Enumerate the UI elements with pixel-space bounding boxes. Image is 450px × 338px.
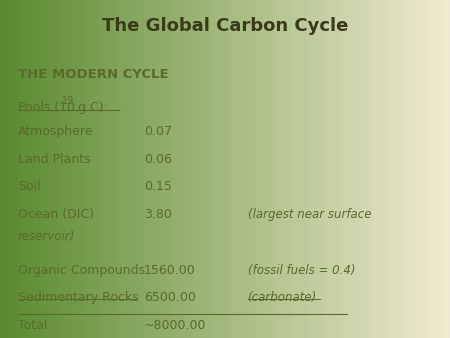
Text: THE MODERN CYCLE: THE MODERN CYCLE (18, 68, 169, 80)
Text: 6500.00: 6500.00 (144, 291, 196, 304)
Text: ~8000.00: ~8000.00 (144, 319, 207, 332)
Text: Pools (10: Pools (10 (18, 101, 75, 114)
Text: Atmosphere: Atmosphere (18, 125, 94, 138)
Text: (largest near surface: (largest near surface (248, 208, 371, 221)
Text: Organic Compounds: Organic Compounds (18, 264, 145, 276)
Text: (carbonate): (carbonate) (248, 291, 317, 304)
Text: 3.80: 3.80 (144, 208, 172, 221)
Text: 0.07: 0.07 (144, 125, 172, 138)
Text: Ocean (DIC): Ocean (DIC) (18, 208, 94, 221)
Text: Soil: Soil (18, 180, 40, 193)
Text: 0.06: 0.06 (144, 153, 172, 166)
Text: Total: Total (18, 319, 47, 332)
Text: g C):: g C): (74, 101, 108, 114)
Text: (fossil fuels = 0.4): (fossil fuels = 0.4) (248, 264, 355, 276)
Text: Sedimentary Rocks: Sedimentary Rocks (18, 291, 139, 304)
Text: 1560.00: 1560.00 (144, 264, 196, 276)
Text: Land Plants: Land Plants (18, 153, 90, 166)
Text: 19: 19 (62, 96, 74, 106)
Text: reservoir): reservoir) (18, 230, 76, 243)
Text: 0.15: 0.15 (144, 180, 172, 193)
Text: The Global Carbon Cycle: The Global Carbon Cycle (102, 17, 348, 35)
